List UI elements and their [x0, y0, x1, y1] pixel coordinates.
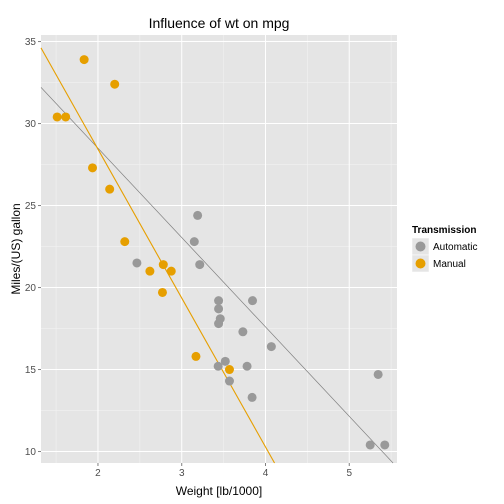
data-point-automatic [214, 304, 224, 314]
major-gridlines [41, 35, 397, 463]
data-point-manual [166, 266, 176, 276]
data-point-manual [120, 237, 130, 247]
data-point-manual [157, 287, 167, 297]
x-tick-label: 4 [263, 468, 269, 479]
y-tick-label: 10 [25, 447, 37, 458]
data-point-automatic [214, 296, 224, 306]
data-point-manual [61, 112, 71, 122]
data-point-automatic [213, 361, 223, 371]
data-point-automatic [195, 260, 205, 270]
legend-title: Transmission [412, 225, 476, 236]
data-point-manual [145, 266, 155, 276]
data-point-manual [110, 79, 120, 89]
data-point-manual [158, 260, 168, 270]
y-tick-label: 25 [25, 201, 37, 212]
data-point-automatic [247, 392, 257, 402]
chart-title: Influence of wt on mpg [149, 15, 290, 31]
minor-gridlines [41, 35, 397, 463]
legend-swatch-manual [415, 258, 426, 269]
data-point-manual [191, 351, 201, 361]
legend-label-manual: Manual [433, 259, 466, 270]
data-point-manual [105, 184, 115, 194]
legend-swatch-automatic [415, 241, 426, 252]
legend: Transmission Automatic Manual [411, 225, 477, 273]
x-tick-label: 5 [346, 468, 352, 479]
data-point-automatic [224, 376, 234, 386]
plot-panel [41, 35, 397, 463]
data-point-automatic [132, 258, 142, 268]
data-point-automatic [189, 237, 199, 247]
data-point-automatic [373, 369, 383, 379]
data-point-automatic [266, 342, 276, 352]
data-point-automatic [248, 296, 258, 306]
data-point-manual [52, 112, 62, 122]
data-point-manual [79, 55, 89, 65]
fit-line-manual [40, 47, 276, 464]
x-axis-title: Weight [lb/1000] [176, 484, 263, 498]
legend-label-automatic: Automatic [433, 242, 477, 253]
y-tick-label: 30 [25, 119, 37, 130]
data-point-manual [88, 163, 98, 173]
data-point-automatic [365, 440, 375, 450]
data-point-automatic [238, 327, 248, 337]
y-tick-label: 15 [25, 365, 37, 376]
y-tick-label: 35 [25, 37, 37, 48]
regression-lines [40, 47, 394, 464]
data-point-automatic [242, 361, 252, 371]
x-tick-label: 2 [95, 468, 101, 479]
y-axis-ticks: 10 15 20 25 30 35 [25, 37, 41, 458]
x-axis-ticks: 2 3 4 5 [95, 463, 352, 479]
y-tick-label: 20 [25, 283, 37, 294]
fit-line-automatic [40, 87, 394, 464]
data-point-automatic [214, 319, 224, 329]
data-point-automatic [380, 440, 390, 450]
data-point-automatic [193, 210, 203, 220]
y-axis-title: Miles/(US) gallon [9, 203, 23, 294]
data-points [52, 55, 390, 450]
x-tick-label: 3 [179, 468, 185, 479]
data-point-manual [224, 365, 234, 375]
data-point-automatic [220, 356, 230, 366]
